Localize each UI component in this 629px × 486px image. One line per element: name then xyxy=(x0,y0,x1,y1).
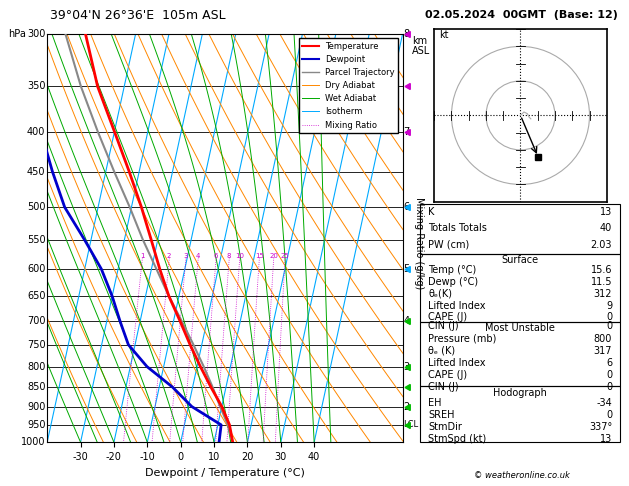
Text: StmDir: StmDir xyxy=(428,422,462,432)
Text: 312: 312 xyxy=(594,289,612,299)
Bar xyxy=(420,204,620,254)
Text: 500: 500 xyxy=(27,202,45,212)
Text: 11.5: 11.5 xyxy=(591,277,612,287)
Text: hPa: hPa xyxy=(8,29,26,39)
Text: K: K xyxy=(428,207,435,216)
Text: 13: 13 xyxy=(600,207,612,216)
Text: 15: 15 xyxy=(255,253,264,259)
Text: 0: 0 xyxy=(606,410,612,420)
Text: 6: 6 xyxy=(403,202,409,212)
Text: 02.05.2024  00GMT  (Base: 12): 02.05.2024 00GMT (Base: 12) xyxy=(425,10,618,20)
Text: CAPE (J): CAPE (J) xyxy=(428,370,467,380)
Text: 39°04'N 26°36'E  105m ASL: 39°04'N 26°36'E 105m ASL xyxy=(50,9,226,22)
Text: 20: 20 xyxy=(269,253,278,259)
Text: 950: 950 xyxy=(27,420,45,430)
Text: 8: 8 xyxy=(403,29,409,39)
Text: 750: 750 xyxy=(27,340,45,350)
Text: 4: 4 xyxy=(196,253,200,259)
Text: 550: 550 xyxy=(27,235,45,244)
Text: 4: 4 xyxy=(403,316,409,326)
Text: Hodograph: Hodograph xyxy=(493,388,547,398)
Text: 0: 0 xyxy=(606,321,612,331)
Text: 700: 700 xyxy=(27,316,45,326)
Text: 15.6: 15.6 xyxy=(591,265,612,275)
Text: 10: 10 xyxy=(235,253,244,259)
Text: 1: 1 xyxy=(140,253,145,259)
X-axis label: Dewpoint / Temperature (°C): Dewpoint / Temperature (°C) xyxy=(145,468,305,478)
Text: 40: 40 xyxy=(600,223,612,233)
Text: 2: 2 xyxy=(403,401,409,412)
Text: 450: 450 xyxy=(27,167,45,176)
Text: EH: EH xyxy=(428,398,442,408)
Text: θₑ (K): θₑ (K) xyxy=(428,346,455,356)
Text: 7: 7 xyxy=(403,126,409,137)
Text: 5: 5 xyxy=(403,264,409,274)
Text: 800: 800 xyxy=(594,334,612,344)
Text: Pressure (mb): Pressure (mb) xyxy=(428,334,496,344)
Text: 2.03: 2.03 xyxy=(591,240,612,250)
Text: Totals Totals: Totals Totals xyxy=(428,223,487,233)
Text: 6: 6 xyxy=(214,253,218,259)
Text: 317: 317 xyxy=(594,346,612,356)
Text: 0: 0 xyxy=(606,370,612,380)
Bar xyxy=(420,254,620,322)
Text: 337°: 337° xyxy=(589,422,612,432)
Text: Dewp (°C): Dewp (°C) xyxy=(428,277,478,287)
Text: CIN (J): CIN (J) xyxy=(428,382,459,392)
Text: -34: -34 xyxy=(596,398,612,408)
Text: km
ASL: km ASL xyxy=(412,36,430,56)
Text: 9: 9 xyxy=(606,300,612,311)
Text: 6: 6 xyxy=(606,358,612,368)
Text: CIN (J): CIN (J) xyxy=(428,321,459,331)
Text: 25: 25 xyxy=(281,253,289,259)
Text: 350: 350 xyxy=(27,81,45,91)
Text: 0: 0 xyxy=(606,312,612,323)
Text: © weatheronline.co.uk: © weatheronline.co.uk xyxy=(474,471,570,480)
Text: 3: 3 xyxy=(184,253,188,259)
Text: Lifted Index: Lifted Index xyxy=(428,300,486,311)
Text: 13: 13 xyxy=(600,434,612,444)
Text: 2: 2 xyxy=(167,253,171,259)
Text: Most Unstable: Most Unstable xyxy=(485,323,555,333)
Text: 600: 600 xyxy=(27,264,45,274)
Text: 3: 3 xyxy=(403,362,409,372)
Text: 300: 300 xyxy=(27,29,45,39)
Text: Lifted Index: Lifted Index xyxy=(428,358,486,368)
Text: θₑ(K): θₑ(K) xyxy=(428,289,452,299)
Bar xyxy=(420,322,620,386)
Text: 800: 800 xyxy=(27,362,45,372)
Text: 900: 900 xyxy=(27,401,45,412)
Text: Surface: Surface xyxy=(501,255,539,265)
Text: SREH: SREH xyxy=(428,410,455,420)
Text: 8: 8 xyxy=(227,253,231,259)
Text: 650: 650 xyxy=(27,291,45,301)
Bar xyxy=(420,386,620,442)
Text: PW (cm): PW (cm) xyxy=(428,240,469,250)
Text: 400: 400 xyxy=(27,126,45,137)
Text: CAPE (J): CAPE (J) xyxy=(428,312,467,323)
Text: 0: 0 xyxy=(606,382,612,392)
Text: 850: 850 xyxy=(27,382,45,392)
Text: LCL: LCL xyxy=(403,420,418,429)
Text: StmSpd (kt): StmSpd (kt) xyxy=(428,434,486,444)
Legend: Temperature, Dewpoint, Parcel Trajectory, Dry Adiabat, Wet Adiabat, Isotherm, Mi: Temperature, Dewpoint, Parcel Trajectory… xyxy=(299,38,398,133)
Text: Temp (°C): Temp (°C) xyxy=(428,265,476,275)
Text: Mixing Ratio (g/kg): Mixing Ratio (g/kg) xyxy=(414,197,424,289)
Text: kt: kt xyxy=(440,30,449,40)
Text: 1000: 1000 xyxy=(21,437,45,447)
